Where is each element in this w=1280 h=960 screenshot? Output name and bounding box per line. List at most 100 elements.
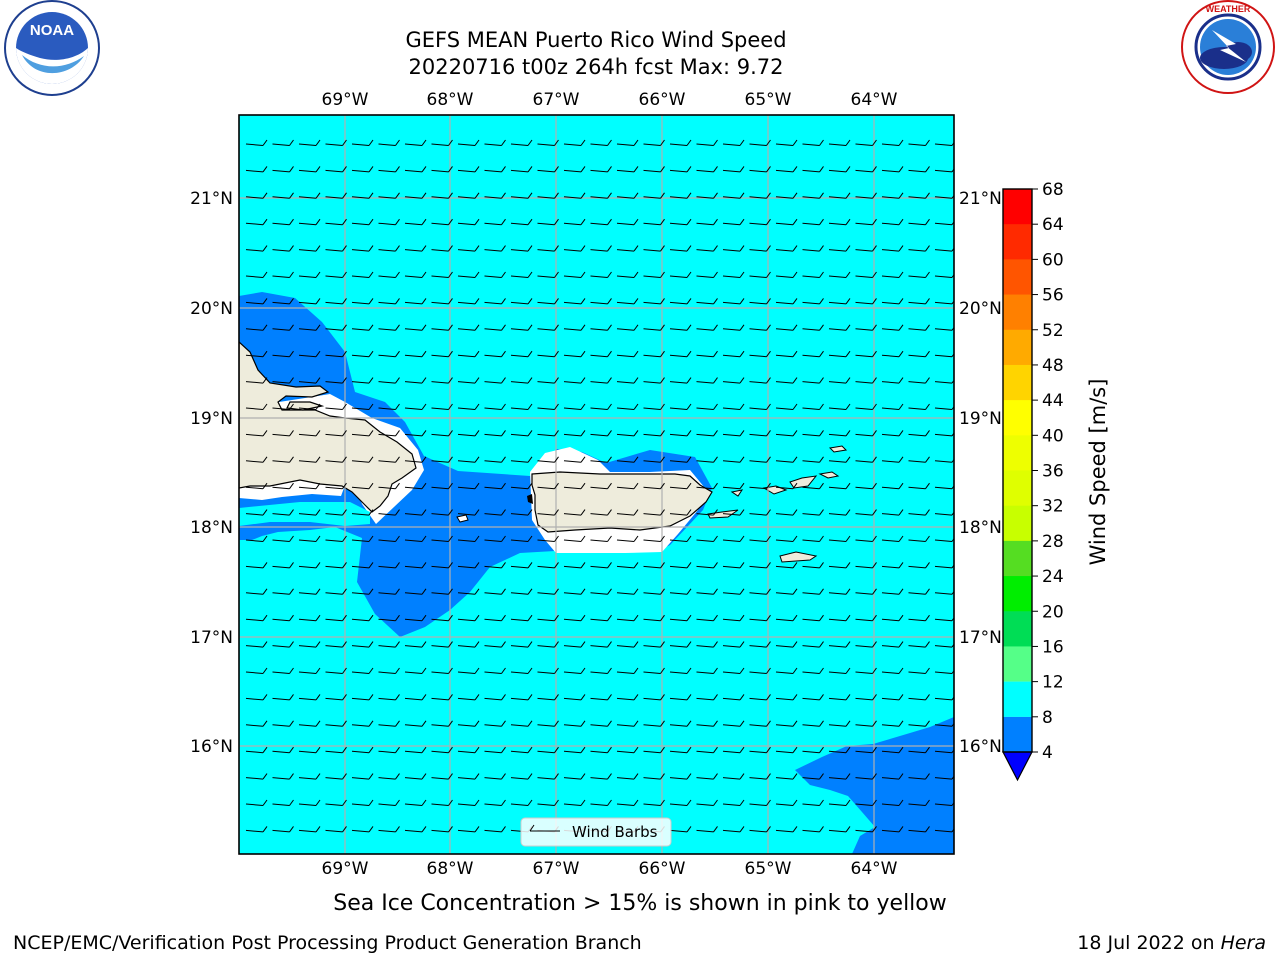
wind-barb — [325, 350, 347, 358]
wind-barb — [855, 773, 877, 780]
colorbar-tick-label: 28 — [1042, 532, 1064, 552]
wind-barb — [802, 562, 824, 569]
wind-barb — [457, 720, 480, 727]
wind-barb — [696, 377, 718, 384]
wind-barb — [643, 614, 665, 622]
wind-barb — [537, 166, 559, 173]
lat-label: 16°N — [190, 737, 233, 757]
wind-barb — [802, 166, 824, 173]
wind-barb — [616, 482, 639, 490]
wind-barb — [537, 482, 559, 490]
wind-barb — [669, 746, 692, 754]
wind-barb — [325, 588, 347, 595]
wind-barb — [616, 773, 639, 780]
colorbar-tick-label: 36 — [1042, 462, 1064, 482]
wind-barb — [298, 456, 321, 463]
wind-barb — [828, 509, 851, 516]
wind-barb — [590, 773, 612, 780]
puerto-rico-land — [531, 471, 713, 533]
wind-barb — [669, 192, 692, 199]
wind-barb — [378, 482, 400, 490]
sea-ice-caption: Sea Ice Concentration > 15% is shown in … — [333, 891, 947, 916]
wind-barb — [351, 350, 374, 358]
wind-barb — [537, 218, 559, 226]
wind-barb — [881, 192, 904, 199]
wind-barb — [484, 826, 506, 833]
wind-barb — [563, 166, 586, 173]
wind-barb — [484, 456, 506, 463]
colorbar-segment — [1003, 294, 1032, 331]
wind-barb — [802, 482, 824, 490]
lon-labels-bottom: 69°W 68°W 67°W 66°W 65°W 64°W — [322, 859, 898, 879]
wind-barb — [934, 194, 954, 199]
wind-barb — [484, 298, 506, 305]
wind-barb — [563, 773, 586, 780]
wind-barb — [828, 166, 851, 173]
wind-barb — [908, 799, 930, 806]
wind-barb — [696, 509, 718, 516]
wind-barb — [245, 588, 268, 595]
wind-barb — [431, 667, 453, 674]
wind-barb — [510, 166, 533, 173]
wind-barb — [325, 139, 347, 146]
wind-barb — [510, 403, 533, 410]
wind-barb — [272, 377, 294, 384]
colorbar-extend — [1002, 751, 1033, 782]
wind-barb — [457, 298, 480, 305]
wind-barb — [351, 298, 374, 305]
colorbar-tick-label: 48 — [1042, 356, 1064, 376]
wind-barb — [245, 535, 268, 542]
wind-barb — [828, 482, 851, 490]
wind-barb — [802, 377, 824, 384]
wind-barb — [855, 377, 877, 384]
wind-barb — [510, 192, 533, 199]
wind-barb — [563, 720, 586, 727]
wind-barb — [775, 430, 798, 437]
wind-barb — [722, 667, 745, 674]
lon-label: 65°W — [745, 90, 792, 110]
wind-barb — [722, 535, 745, 542]
wind-barb — [828, 324, 851, 331]
wind-barb — [881, 614, 904, 622]
lon-label: 66°W — [639, 859, 686, 879]
wind-barb — [749, 218, 771, 226]
wind-barb — [616, 192, 639, 199]
wind-barb — [696, 588, 718, 595]
wind-barb — [643, 403, 665, 410]
colorbar-tick-label: 52 — [1042, 321, 1064, 341]
nws-logo: WEATHER — [1181, 0, 1275, 94]
wind-barb — [749, 694, 771, 701]
colorbar-tick-label: 24 — [1042, 567, 1064, 587]
wind-barb — [245, 746, 268, 754]
wind-barb — [590, 799, 612, 806]
wind-barb — [775, 324, 798, 331]
wind-barb — [802, 746, 824, 754]
wind-barb — [722, 694, 745, 701]
wind-barb — [272, 403, 294, 410]
wind-barb — [457, 245, 480, 252]
wind-barb — [378, 166, 400, 173]
wind-barb — [404, 720, 427, 727]
wind-barb — [563, 456, 586, 463]
colorbar-segment — [1003, 611, 1032, 647]
wind-barb — [802, 826, 824, 833]
wind-barb — [457, 377, 480, 384]
wind-barb — [855, 535, 877, 542]
colorbar-tick-label: 12 — [1042, 673, 1064, 693]
wind-barb — [722, 430, 745, 437]
wind-barb — [934, 221, 954, 226]
wind-barb — [802, 773, 824, 780]
wind-barb — [643, 667, 665, 674]
wind-barb — [484, 614, 506, 622]
wind-barb — [696, 773, 718, 780]
wind-barb — [722, 562, 745, 569]
wind-barb — [431, 218, 453, 226]
lon-label: 64°W — [851, 90, 898, 110]
wind-barb — [298, 614, 321, 622]
wind-barb — [378, 218, 400, 226]
wind-barb — [722, 773, 745, 780]
wind-barb — [828, 720, 851, 727]
wind-barb — [378, 641, 400, 648]
wind-barb — [775, 166, 798, 173]
colorbar: 68 64 60 56 52 48 44 40 36 32 28 24 20 16 12 8 4 — [1002, 180, 1064, 782]
